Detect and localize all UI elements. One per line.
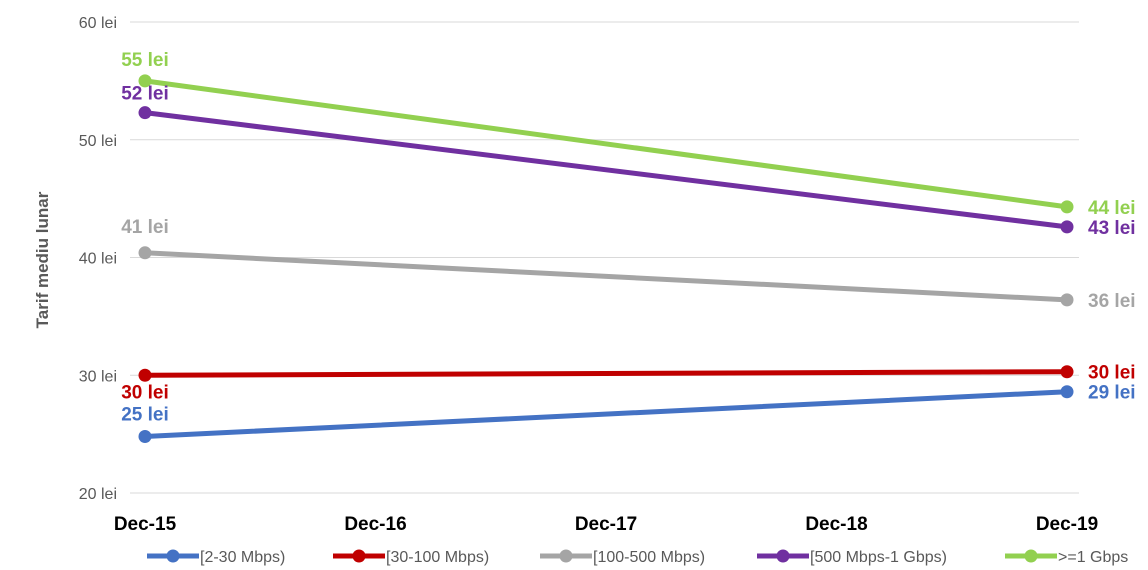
y-tick-label: 20 lei: [79, 486, 117, 503]
legend-marker: [1024, 549, 1038, 563]
data-label: 30 lei: [121, 382, 169, 403]
data-point: [1060, 200, 1074, 214]
legend-label: >=1 Gbps: [1058, 549, 1128, 566]
legend-item: [2-30 Mbps): [147, 549, 285, 566]
legend-item: [100-500 Mbps): [540, 549, 705, 566]
series-line: [142, 250, 1070, 303]
series-0: [138, 385, 1074, 443]
legend-marker: [166, 549, 180, 563]
x-tick-label: Dec-16: [344, 514, 406, 535]
legend-marker: [559, 549, 573, 563]
legend-item: [500 Mbps-1 Gbps): [757, 549, 947, 566]
legend-label: [500 Mbps-1 Gbps): [810, 549, 947, 566]
data-label: 36 lei: [1088, 291, 1136, 312]
data-label: 29 lei: [1088, 383, 1136, 404]
series-4: [138, 74, 1074, 214]
data-point: [1060, 385, 1074, 399]
data-label: 52 lei: [121, 84, 169, 105]
x-tick-label: Dec-18: [805, 514, 867, 535]
series-line: [142, 369, 1070, 378]
series-3: [138, 106, 1074, 234]
series-line: [142, 78, 1070, 210]
y-axis-label: Tarif mediu lunar: [33, 191, 52, 328]
y-tick-label: 50 lei: [79, 133, 117, 150]
data-point: [1060, 220, 1074, 234]
x-axis-ticks: Dec-15 Dec-16 Dec-17 Dec-18 Dec-19: [114, 514, 1098, 535]
legend-marker: [352, 549, 366, 563]
y-axis-ticks: 20 lei 30 lei 40 lei 50 lei 60 lei: [79, 15, 117, 503]
legend-marker: [776, 549, 790, 563]
y-tick-label: 30 lei: [79, 368, 117, 385]
data-label: 43 lei: [1088, 218, 1136, 239]
data-point: [138, 74, 152, 88]
data-point: [1060, 365, 1074, 379]
legend-label: [100-500 Mbps): [593, 549, 705, 566]
data-label: 25 lei: [121, 404, 169, 425]
x-tick-label: Dec-15: [114, 514, 177, 535]
data-point: [138, 246, 152, 260]
legend-item: [30-100 Mbps): [333, 549, 489, 566]
y-tick-label: 60 lei: [79, 15, 117, 32]
data-label: 30 lei: [1088, 363, 1136, 384]
data-label: 44 lei: [1088, 198, 1136, 219]
data-label: 41 lei: [121, 217, 169, 238]
x-tick-label: Dec-19: [1036, 514, 1098, 535]
series-2: [138, 246, 1074, 307]
data-label: 55 lei: [121, 50, 169, 71]
legend-item: >=1 Gbps: [1005, 549, 1128, 566]
data-point: [138, 106, 152, 120]
legend-label: [2-30 Mbps): [200, 549, 285, 566]
y-tick-label: 40 lei: [79, 251, 117, 268]
series-line: [142, 389, 1070, 439]
legend: [2-30 Mbps) [30-100 Mbps) [100-500 Mbps) [5…: [147, 549, 1128, 566]
x-tick-label: Dec-17: [575, 514, 637, 535]
series-line: [142, 110, 1070, 230]
data-point: [1060, 293, 1074, 307]
series-1: [138, 365, 1074, 382]
legend-label: [30-100 Mbps): [386, 549, 489, 566]
series-lines: [138, 74, 1074, 443]
data-point: [138, 368, 152, 382]
data-point: [138, 429, 152, 443]
